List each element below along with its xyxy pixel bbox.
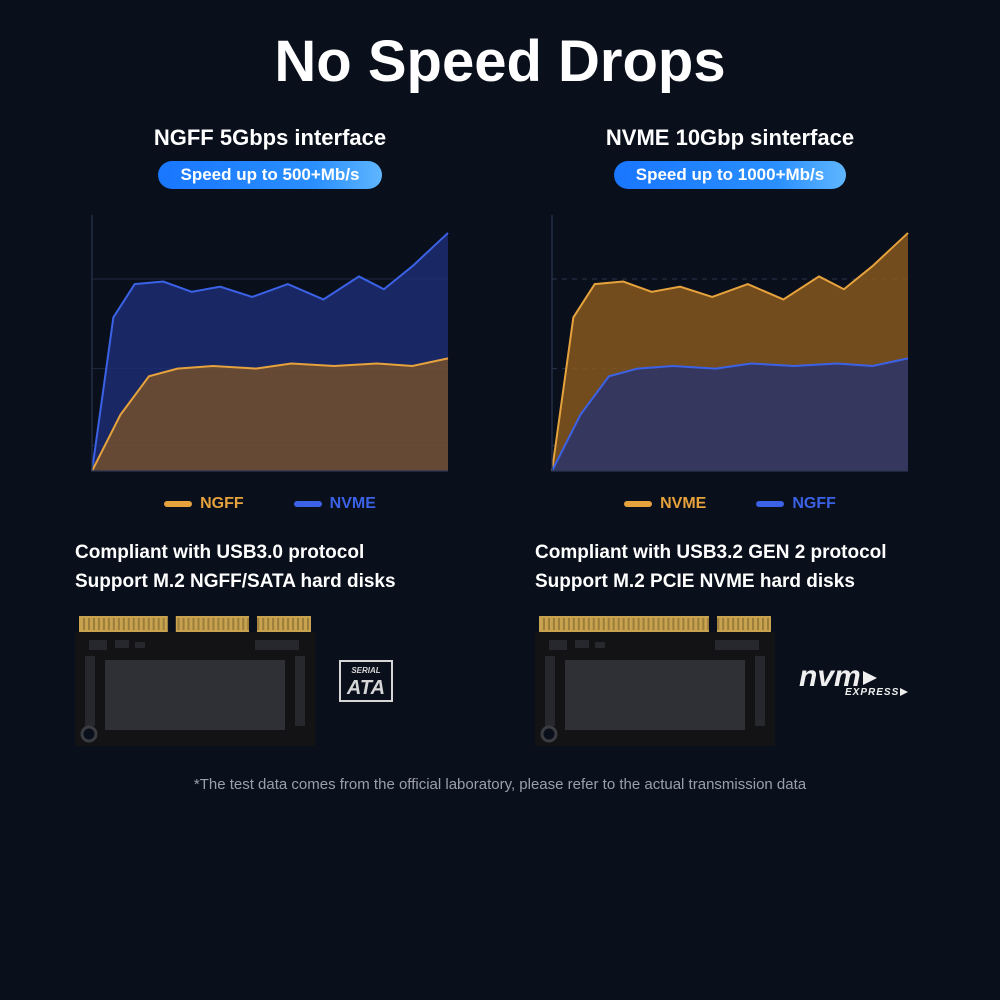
legend-swatch-icon — [294, 501, 322, 507]
columns-wrapper: NGFF 5Gbps interface Speed up to 500+Mb/… — [0, 125, 1000, 746]
sata-logo-icon: SERIAL ATA — [339, 660, 393, 702]
legend-label: NVME — [660, 495, 706, 513]
ssd-card-icon — [535, 616, 775, 746]
left-compliance: Compliant with USB3.0 protocol Support M… — [75, 539, 465, 596]
right-column: NVME 10Gbp sinterface Speed up to 1000+M… — [535, 125, 925, 746]
nvme-logo-icon: nvm EXPRESS — [799, 665, 908, 698]
right-ssd-row: nvm EXPRESS — [535, 616, 925, 746]
nvme-logo-sub: EXPRESS — [845, 687, 899, 698]
infographic-root: No Speed Drops NGFF 5Gbps interface Spee… — [0, 0, 1000, 1000]
main-title: No Speed Drops — [274, 28, 725, 95]
right-chart — [550, 213, 910, 473]
ssd-card-icon — [75, 616, 315, 746]
left-legend-item-0: NGFF — [164, 495, 244, 513]
left-subtitle: NGFF 5Gbps interface — [154, 125, 386, 151]
right-legend-item-1: NGFF — [756, 495, 836, 513]
footnote: *The test data comes from the official l… — [194, 776, 806, 793]
compliance-line: Compliant with USB3.2 GEN 2 protocol — [535, 539, 925, 568]
right-legend-item-0: NVME — [624, 495, 706, 513]
legend-swatch-icon — [624, 501, 652, 507]
compliance-line: Support M.2 PCIE NVME hard disks — [535, 568, 925, 597]
left-legend: NGFF NVME — [164, 495, 376, 513]
left-speed-pill: Speed up to 500+Mb/s — [158, 161, 381, 189]
compliance-line: Compliant with USB3.0 protocol — [75, 539, 465, 568]
right-speed-pill: Speed up to 1000+Mb/s — [614, 161, 846, 189]
svg-text:ATA: ATA — [346, 677, 385, 699]
legend-swatch-icon — [164, 501, 192, 507]
left-legend-item-1: NVME — [294, 495, 376, 513]
right-compliance: Compliant with USB3.2 GEN 2 protocol Sup… — [535, 539, 925, 596]
left-ssd-row: SERIAL ATA — [75, 616, 465, 746]
right-legend: NVME NGFF — [624, 495, 836, 513]
legend-label: NVME — [330, 495, 376, 513]
legend-label: NGFF — [792, 495, 836, 513]
compliance-line: Support M.2 NGFF/SATA hard disks — [75, 568, 465, 597]
left-chart — [90, 213, 450, 473]
right-subtitle: NVME 10Gbp sinterface — [606, 125, 854, 151]
legend-swatch-icon — [756, 501, 784, 507]
legend-label: NGFF — [200, 495, 244, 513]
left-column: NGFF 5Gbps interface Speed up to 500+Mb/… — [75, 125, 465, 746]
svg-text:SERIAL: SERIAL — [351, 666, 380, 675]
